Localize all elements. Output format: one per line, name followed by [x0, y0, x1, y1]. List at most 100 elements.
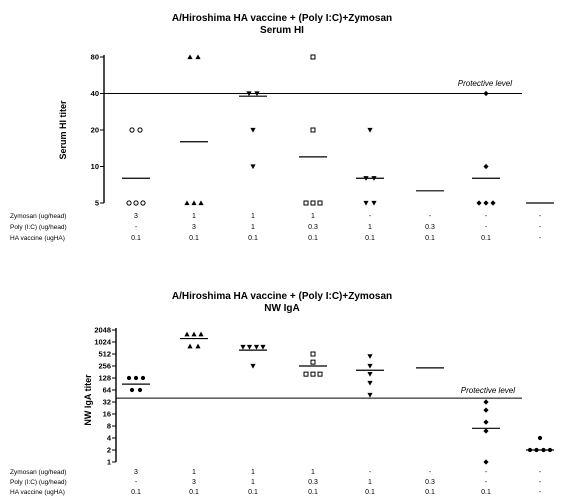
chart2-point [310, 371, 316, 377]
chart1-point [126, 200, 132, 206]
table1-cell: - [539, 213, 542, 220]
table1-row-label-polyic: Poly (I:C) (ug/head) [10, 224, 67, 231]
chart2-plot: 2048 1024 512 256 128 64 32 16 8 4 2 1 [94, 326, 554, 467]
chart2-y-tick-label: 16 [103, 410, 111, 419]
table1-cell: 0.1 [365, 235, 375, 242]
chart1-point [363, 200, 369, 206]
chart2-point [303, 371, 309, 377]
chart2-point [133, 375, 139, 381]
chart2-y-tick-label: 128 [98, 374, 111, 383]
table2-cell: 0.1 [365, 489, 375, 496]
chart2-point [483, 407, 489, 413]
table1-cell: 0.1 [131, 235, 141, 242]
chart1-point [184, 200, 190, 206]
chart1-point [254, 91, 260, 97]
table2-cell: - [485, 469, 488, 476]
table1-cell: 1 [251, 224, 255, 231]
table1-row-label-ha: HA vaccine (ugHA) [10, 235, 65, 242]
chart2-point [541, 447, 546, 453]
chart2-point [367, 354, 373, 359]
chart1-point [483, 200, 489, 206]
chart2-point [250, 363, 256, 369]
chart2-point [246, 344, 253, 350]
chart2-point [137, 387, 143, 393]
table2-row-label-ha: HA vaccine (ugHA) [10, 489, 65, 496]
chart2-y-tick-label: 8 [107, 422, 111, 431]
chart2-point [253, 344, 260, 350]
table1-cell: 1 [368, 224, 372, 231]
chart1-point [317, 200, 323, 206]
table1-cell: - [539, 235, 542, 242]
table2-cell: 1 [311, 469, 315, 476]
chart2-point [317, 371, 323, 377]
chart1-point [137, 127, 143, 133]
table1-cell: 0.1 [425, 235, 435, 242]
chart2-point [367, 363, 373, 369]
chart2-point [483, 459, 489, 465]
table1-cell: 1 [251, 213, 255, 220]
chart1-title: A/Hiroshima HA vaccine + (Poly I:C)+Zymo… [172, 13, 392, 24]
chart2-point [195, 343, 201, 349]
chart1-point [250, 127, 256, 133]
chart2-y-tick-label: 4 [107, 434, 112, 443]
chart2-point [367, 392, 373, 398]
table2-cell: - [485, 479, 488, 486]
table2-row-label-zymosan: Zymosan (ug/head) [10, 469, 66, 476]
chart2-point [140, 375, 146, 381]
chart1-point [140, 200, 146, 206]
table2-cell: 1 [368, 479, 372, 486]
table2-cell: - [539, 489, 542, 496]
chart1-plot: 5 10 20 40 80 [91, 53, 554, 208]
table2-cell: 0.1 [308, 489, 318, 496]
table2-cell: - [539, 479, 542, 486]
chart2-title: A/Hiroshima HA vaccine + (Poly I:C)+Zymo… [172, 291, 392, 302]
table2-cell: 0.3 [425, 479, 435, 486]
table2-cell: 3 [134, 469, 138, 476]
table2-cell: - [429, 469, 432, 476]
table2-cell: 3 [192, 479, 196, 486]
chart1-y-tick-label: 40 [91, 89, 99, 98]
chart2-point [367, 380, 373, 386]
table2-cell: 0.3 [308, 479, 318, 486]
table1-cell: 1 [192, 213, 196, 220]
table1-row-label-zymosan: Zymosan (ug/head) [10, 213, 66, 220]
table1-cell: 0.1 [308, 235, 318, 242]
chart2-point [483, 419, 489, 425]
chart2-y-tick-label: 1024 [94, 338, 112, 347]
table1-cell: 3 [134, 213, 138, 220]
table1-cell: 0.1 [481, 235, 491, 242]
chart1-point [310, 127, 316, 133]
table1-cell: 3 [192, 224, 196, 231]
chart2-point [534, 447, 539, 453]
chart2-point [537, 435, 543, 441]
table1-cell: 0.1 [189, 235, 199, 242]
chart1-point [371, 200, 377, 206]
table2-cell: 0.1 [131, 489, 141, 496]
chart1-point [187, 54, 193, 60]
chart2-y-tick-label: 2 [107, 446, 111, 455]
table2-cell: 1 [192, 469, 196, 476]
table2-cell: 0.1 [248, 489, 258, 496]
table1-cell: - [429, 213, 432, 220]
table1-cell: - [485, 213, 488, 220]
table1-cell: 0.3 [425, 224, 435, 231]
chart1-point [191, 200, 197, 206]
chart1-point [250, 164, 256, 170]
chart1-point [483, 163, 489, 170]
chart2-point [483, 428, 489, 434]
chart2-protective-label: Protective level [461, 386, 515, 395]
chart1-y-tick-label: 80 [91, 53, 99, 62]
chart2-y-tick-label: 2048 [94, 326, 111, 335]
chart2-y-tick-label: 256 [98, 362, 111, 371]
chart2-point [187, 343, 193, 349]
chart2-point [310, 351, 316, 357]
chart2-point [129, 387, 135, 393]
chart1-point [198, 200, 204, 206]
chart2-point [260, 344, 266, 350]
chart1-point [371, 176, 377, 181]
chart1-point [310, 200, 316, 206]
table2-cell: - [539, 469, 542, 476]
chart1-subtitle: Serum HI [260, 25, 304, 36]
chart1-point [195, 54, 201, 60]
table1-cell: 0.1 [248, 235, 258, 242]
